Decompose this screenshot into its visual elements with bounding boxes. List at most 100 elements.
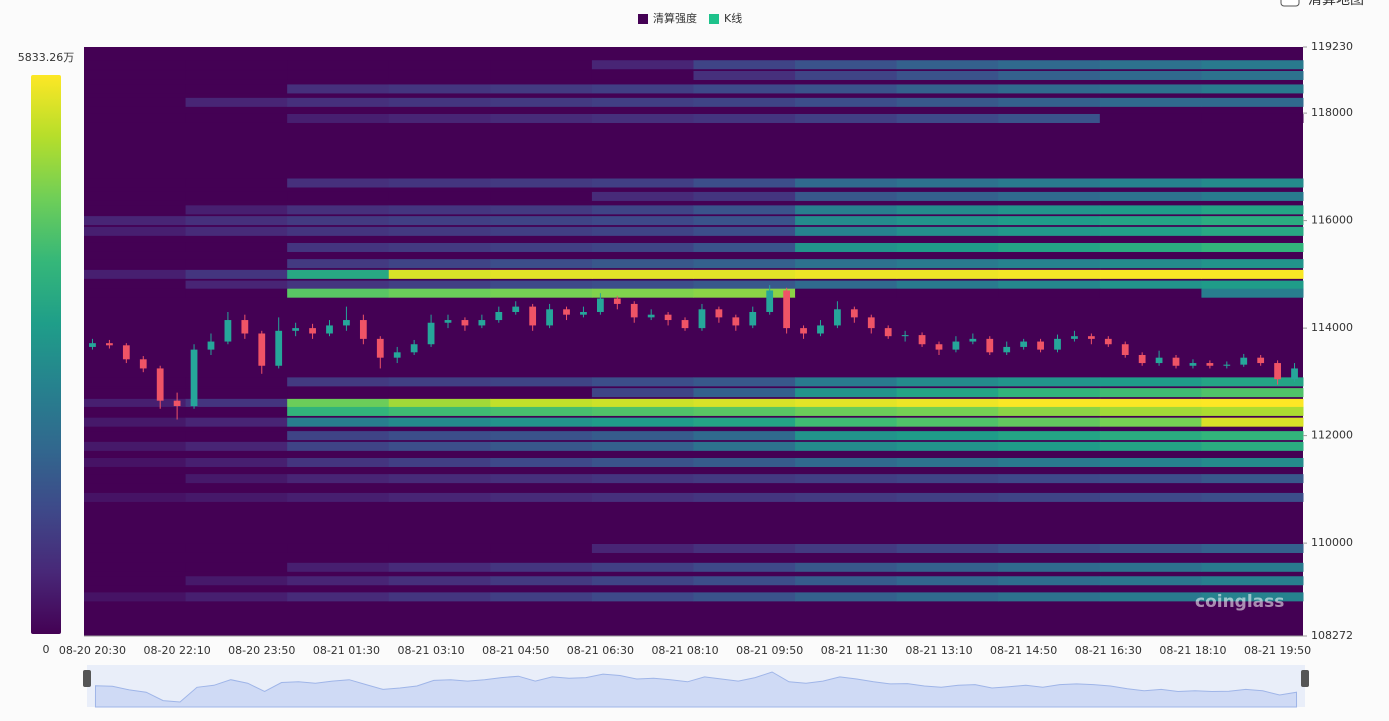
heat-cell	[185, 562, 288, 572]
heat-cell	[998, 492, 1101, 502]
heat-cell	[84, 191, 187, 201]
heat-cell	[1099, 592, 1202, 602]
heat-cell	[287, 474, 390, 484]
heat-cell	[693, 113, 796, 123]
heat-cell	[388, 398, 491, 408]
toggle-label[interactable]: 清算地图	[1308, 0, 1364, 8]
heat-cell	[693, 377, 796, 387]
heat-cell	[490, 406, 593, 416]
heat-cell	[896, 178, 999, 188]
heat-cell	[1099, 84, 1202, 94]
heat-cell	[1099, 492, 1202, 502]
heat-cell	[388, 592, 491, 602]
heat-cell	[896, 457, 999, 467]
heat-cell	[693, 205, 796, 215]
heat-cell	[591, 259, 694, 269]
candle-body	[1138, 354, 1146, 364]
heat-cell	[490, 269, 593, 279]
candle-body	[1206, 363, 1214, 366]
zoom-handle-left[interactable]	[83, 670, 91, 687]
toggle-checkbox[interactable]	[1280, 0, 1300, 7]
candle-body	[1121, 344, 1129, 355]
heat-cell	[591, 398, 694, 408]
heat-cell	[1201, 417, 1304, 427]
heat-cell	[795, 216, 898, 226]
heat-cell	[84, 441, 187, 451]
heat-cell	[1099, 269, 1202, 279]
heat-cell	[1201, 97, 1304, 107]
heat-cell	[998, 576, 1101, 586]
x-tick-label: 08-21 06:30	[567, 644, 634, 657]
candle-body	[1054, 338, 1061, 350]
candle-body	[1071, 336, 1078, 339]
heat-cell	[388, 216, 491, 226]
candle-body	[156, 368, 164, 401]
heat-cell	[896, 406, 999, 416]
candle-body	[139, 359, 147, 369]
heat-cell	[490, 562, 593, 572]
heat-cell	[490, 474, 593, 484]
heat-cell	[591, 216, 694, 226]
heat-cell	[998, 398, 1101, 408]
heat-cell	[795, 280, 898, 290]
heat-cell	[591, 417, 694, 427]
heat-cell	[185, 259, 288, 269]
heat-cell	[185, 216, 288, 226]
zoom-area	[94, 671, 1298, 708]
heat-cell	[84, 377, 187, 387]
heat-cell	[388, 60, 491, 70]
heat-cell	[490, 242, 593, 252]
heat-cell	[896, 226, 999, 236]
heat-cell	[185, 388, 288, 398]
heat-cell	[185, 592, 288, 602]
heat-cell	[591, 288, 694, 298]
heat-cell	[1099, 178, 1202, 188]
heat-cell	[1201, 113, 1304, 123]
heat-cell	[1201, 388, 1304, 398]
candle-body	[1257, 357, 1265, 364]
heat-cell	[998, 70, 1101, 80]
heat-cell	[490, 431, 593, 441]
heat-cell	[287, 562, 390, 572]
heat-cell	[998, 377, 1101, 387]
heat-cell	[388, 226, 491, 236]
heat-cell	[998, 417, 1101, 427]
heat-cell	[388, 178, 491, 188]
heat-cell	[185, 70, 288, 80]
heat-cell	[185, 84, 288, 94]
heat-cell	[693, 441, 796, 451]
x-tick-label: 08-21 08:10	[651, 644, 718, 657]
heat-cell	[795, 474, 898, 484]
heat-cell	[84, 70, 187, 80]
heat-cell	[998, 562, 1101, 572]
heat-cell	[490, 388, 593, 398]
heat-cell	[896, 388, 999, 398]
heat-cell	[84, 242, 187, 252]
heat-cell	[998, 259, 1101, 269]
zoom-handle-right[interactable]	[1301, 670, 1309, 687]
heat-cell	[1099, 562, 1202, 572]
heat-cell	[185, 431, 288, 441]
heat-cell	[795, 259, 898, 269]
heat-cell	[1099, 226, 1202, 236]
heat-cell	[1201, 178, 1304, 188]
heat-cell	[591, 205, 694, 215]
candle-body	[1104, 338, 1112, 345]
heat-cell	[490, 84, 593, 94]
heat-cell	[84, 205, 187, 215]
heat-cell	[84, 60, 187, 70]
candle-body	[935, 344, 943, 350]
candle-body	[427, 322, 435, 345]
heat-cell	[490, 398, 593, 408]
heat-cell	[795, 97, 898, 107]
candle-body	[613, 298, 621, 304]
heat-cell	[287, 113, 390, 123]
heat-cell	[84, 543, 187, 553]
heat-cell	[1099, 474, 1202, 484]
heat-cell	[1201, 474, 1304, 484]
candle-body	[766, 290, 774, 312]
heat-cell	[896, 84, 999, 94]
heat-cell	[287, 70, 390, 80]
